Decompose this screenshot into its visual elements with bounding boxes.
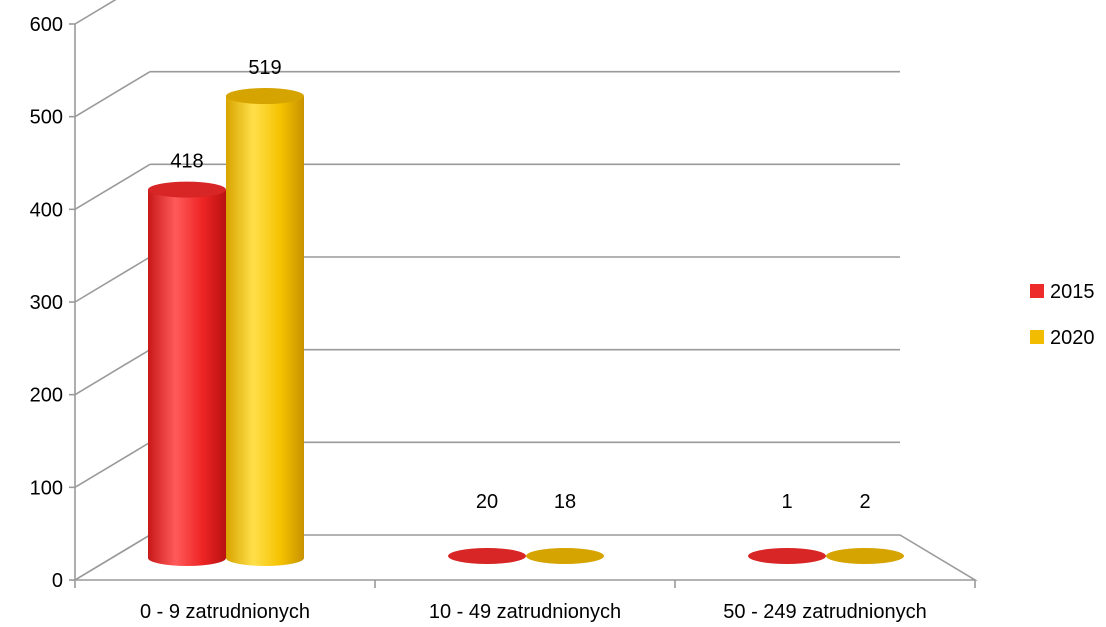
y-tick-label: 0: [52, 570, 63, 592]
y-tick-label: 300: [30, 292, 63, 314]
y-tick-label: 500: [30, 107, 63, 129]
bar-top-2015-0: [148, 181, 226, 198]
legend-swatch-2020: [1030, 330, 1044, 344]
gridline-connector: [74, 0, 117, 25]
gridline-connector: [74, 256, 151, 303]
data-label: 18: [554, 491, 576, 513]
y-tick-label: 600: [30, 14, 63, 36]
bar-2020-0: [226, 96, 304, 566]
x-tick-label: 50 - 249 zatrudnionych: [723, 601, 926, 623]
y-tick-label: 400: [30, 199, 63, 221]
bars: [148, 88, 904, 567]
gridline-connector: [74, 70, 151, 118]
x-axis-ticks: 0 - 9 zatrudnionych 10 - 49 zatrudnionych…: [140, 601, 927, 623]
x-tick-label: 0 - 9 zatrudnionych: [140, 601, 310, 623]
data-label: 20: [476, 491, 498, 513]
y-axis-ticks: 0 100 200 300 400 500 600: [30, 14, 63, 592]
bar-2015-1: [448, 548, 526, 564]
bar-2015-2: [748, 548, 826, 564]
axes: [69, 23, 978, 588]
data-label: 2: [859, 491, 870, 513]
legend-label-2020: 2020: [1050, 327, 1095, 349]
bar-2020-1: [526, 548, 604, 564]
bar-2020-2: [826, 548, 904, 564]
bar-2015-0: [148, 189, 226, 567]
x-tick-label: 10 - 49 zatrudnionych: [429, 601, 621, 623]
legend-swatch-2015: [1030, 284, 1044, 298]
bar-top-2020-0: [226, 88, 304, 105]
gridline-connector: [74, 163, 151, 211]
gridline-connector: [74, 441, 151, 489]
y-tick-label: 200: [30, 385, 63, 407]
data-labels: 418 519 20 18 1 2: [170, 57, 870, 513]
data-label: 418: [170, 151, 203, 173]
data-label: 1: [781, 491, 792, 513]
legend: 2015 2020: [1030, 281, 1095, 349]
gridline-connector: [74, 348, 151, 396]
y-tick-label: 100: [30, 477, 63, 499]
data-label: 519: [248, 57, 281, 79]
legend-label-2015: 2015: [1050, 281, 1095, 303]
